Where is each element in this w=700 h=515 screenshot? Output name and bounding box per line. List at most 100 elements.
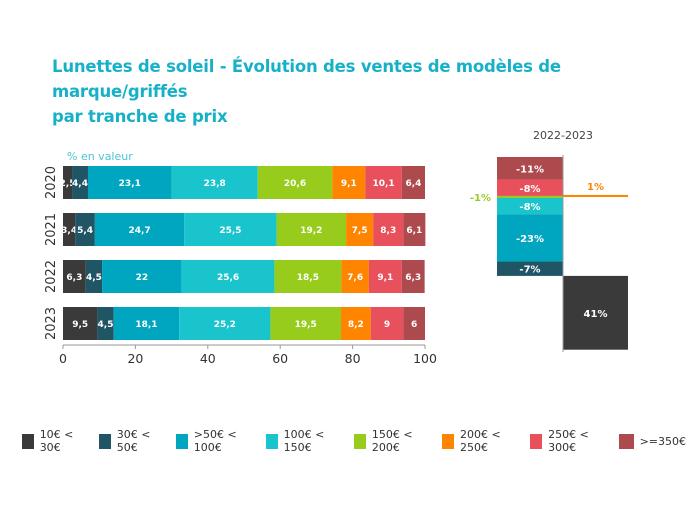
waterfall-label: -7%	[519, 265, 540, 276]
bar-segment	[184, 213, 277, 246]
legend-label: 250€ < 300€	[548, 428, 589, 454]
legend-swatch	[265, 433, 278, 449]
data-label: 7,5	[352, 226, 368, 236]
legend-item: 10€ < 30€	[22, 428, 85, 454]
waterfall-bar	[497, 214, 563, 262]
data-label: 4,4	[72, 179, 88, 189]
data-label: 18,1	[135, 320, 157, 330]
waterfall-bar	[563, 194, 628, 197]
bar-segment	[102, 260, 182, 293]
legend-label: 30€ < 50€	[116, 428, 151, 454]
data-label: 9,1	[377, 273, 393, 283]
bar-segment	[270, 307, 342, 340]
legend-item: 250€ < 300€	[530, 428, 604, 454]
data-label: 9	[384, 320, 390, 330]
bar-segment	[373, 213, 404, 246]
bar-segment	[403, 213, 426, 246]
chart-title: Lunettes de soleil - Évolution des vente…	[52, 54, 672, 129]
bar-segment	[370, 307, 404, 340]
bar-segment	[274, 260, 342, 293]
legend-item: >50€ < 100€	[176, 428, 252, 454]
bar-segment	[63, 166, 73, 199]
bar-segment	[257, 166, 333, 199]
bar-segment	[72, 166, 88, 199]
waterfall-bar	[497, 195, 563, 198]
data-label: 19,5	[295, 320, 317, 330]
bar-segment	[63, 260, 86, 293]
legend-item: 30€ < 50€	[99, 428, 162, 454]
waterfall-label: -8%	[519, 202, 540, 213]
bar-segment	[85, 260, 103, 293]
bar-segment	[97, 307, 114, 340]
data-label: 18,5	[297, 273, 319, 283]
bar-segment	[94, 213, 185, 246]
legend-item: >=350€	[618, 428, 687, 454]
x-tick-label: 100	[413, 351, 437, 366]
data-label: 22	[136, 273, 149, 283]
bar-segment	[113, 307, 180, 340]
waterfall-label: -11%	[516, 164, 544, 175]
data-label: 25,6	[217, 273, 239, 283]
legend-item: 100€ < 150€	[265, 428, 340, 454]
legend-label: 100€ < 150€	[283, 428, 325, 454]
data-label: 19,2	[300, 226, 322, 236]
data-label: 6,3	[66, 273, 82, 283]
bar-segment	[75, 213, 95, 246]
bar-segment	[63, 307, 98, 340]
legend-label: 10€ < 30€	[39, 428, 74, 454]
data-label: 9,1	[341, 179, 357, 189]
data-label: 6,1	[406, 226, 422, 236]
data-label: 3,4	[61, 226, 77, 236]
bar-segment	[181, 260, 275, 293]
data-label: 9,5	[72, 320, 88, 330]
legend-swatch	[22, 433, 34, 449]
x-tick-label: 80	[345, 351, 361, 366]
year-label: 2023	[44, 307, 59, 340]
year-label: 2022	[44, 260, 59, 293]
bar-segment	[87, 166, 172, 199]
title-line-1: Lunettes de soleil - Évolution des vente…	[52, 57, 561, 101]
year-label: 2021	[44, 213, 59, 246]
legend-swatch	[442, 433, 454, 449]
data-label: 25,5	[219, 226, 241, 236]
bar-segment	[341, 307, 371, 340]
data-label: 10,1	[372, 179, 394, 189]
bar-segment	[401, 166, 425, 199]
waterfall-label: -23%	[516, 234, 544, 245]
data-label: 23,8	[204, 179, 226, 189]
bar-segment	[346, 213, 374, 246]
x-tick-label: 60	[272, 351, 288, 366]
waterfall-label: 1%	[587, 182, 604, 193]
legend-item: 200€ < 250€	[442, 428, 516, 454]
data-label: 6,3	[405, 273, 421, 283]
data-label: 7,6	[347, 273, 363, 283]
data-label: 24,7	[128, 226, 150, 236]
legend: 10€ < 30€ 30€ < 50€ >50€ < 100€ 100€ < 150€…	[22, 428, 700, 454]
x-tick-label: 40	[200, 351, 216, 366]
waterfall-label: -8%	[519, 184, 540, 195]
year-label: 2020	[44, 166, 59, 199]
waterfall-title: 2022-2023	[533, 129, 593, 142]
bar-segment	[368, 260, 402, 293]
legend-label: 200€ < 250€	[459, 428, 501, 454]
bar-segment	[179, 307, 271, 340]
x-tick-label: 0	[59, 351, 67, 366]
data-label: 8,3	[380, 226, 396, 236]
data-label: 6	[411, 320, 417, 330]
y-axis-label: % en valeur	[67, 150, 133, 163]
data-label: 8,2	[348, 320, 364, 330]
data-label: 20,6	[284, 179, 306, 189]
bar-segment	[171, 166, 258, 199]
data-label: 6,4	[405, 179, 421, 189]
waterfall-bar	[563, 275, 628, 350]
data-label: 4,5	[98, 320, 114, 330]
bar-segment	[332, 166, 366, 199]
waterfall-label: -1%	[470, 193, 491, 204]
data-label: 4,5	[86, 273, 102, 283]
data-label: 23,1	[119, 179, 141, 189]
legend-label: >=350€	[639, 434, 687, 448]
legend-label: 150€ < 200€	[371, 428, 413, 454]
waterfall-bar	[497, 179, 563, 196]
